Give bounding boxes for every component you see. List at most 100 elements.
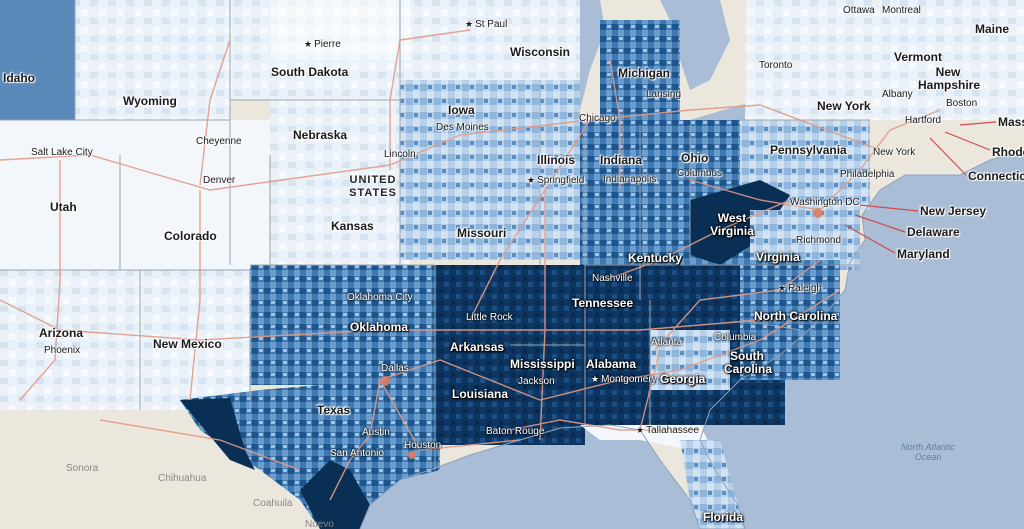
city-indianapolis: Indianapolis [603,174,657,185]
mexico-state-coahuila: Coahuila [253,498,293,509]
state-label-pennsylvania: Pennsylvania [770,143,847,157]
state-label-iowa: Iowa [448,103,475,117]
city-des-moines: Des Moines [436,122,489,133]
state-label-new-hampshire: New Hampshire [918,65,981,92]
callout-maryland: Maryland [897,247,950,261]
city-tallahassee: ★ Tallahassee [636,425,699,436]
city-st-paul: ★ St Paul [465,19,508,30]
state-label-arizona: Arizona [39,326,84,340]
region-oklahoma [250,265,435,385]
state-label-wisconsin: Wisconsin [510,45,570,59]
region-south-texas [300,460,370,529]
state-label-virginia: Virginia [756,250,800,264]
city-salt-lake-city: Salt Lake City [31,147,93,158]
state-label-alabama: Alabama [586,357,637,371]
state-label-georgia: Georgia [660,372,706,386]
region-north-dakota [270,0,410,60]
city-lansing: Lansing [646,89,682,100]
mexico-state-chihuahua: Chihuahua [158,473,207,484]
state-label-kentucky: Kentucky [628,251,683,265]
region-arkansas-louisiana [435,265,585,445]
state-label-north-carolina: North Carolina [754,309,838,323]
city-new-york: New York [873,147,916,158]
ocean-label: North Atlantic Ocean [901,442,955,462]
state-label-indiana: Indiana [600,153,643,167]
region-utah-colorado [0,120,270,270]
city-springfield: ★ Springfield [527,175,585,186]
city-lincoln: Lincoln [384,149,416,160]
state-label-new-mexico: New Mexico [153,337,222,351]
region-minnesota-wisconsin [400,0,580,80]
country-label: UNITED STATES [349,174,397,199]
state-label-arkansas: Arkansas [450,340,505,354]
state-label-nebraska: Nebraska [293,128,348,142]
washington-metro [813,208,823,218]
region-west-texas [180,398,255,470]
region-florida [680,440,745,529]
dallas-metro [380,376,390,386]
city-hartford: Hartford [905,115,942,126]
city-philadelphia: Philadelphia [840,169,895,180]
state-label-west-virginia: West Virginia [710,211,754,238]
city-toronto: Toronto [759,60,793,71]
state-label-vermont: Vermont [894,50,943,64]
state-label-mississippi: Mississippi [510,357,575,371]
city-richmond: Richmond [796,235,842,246]
state-label-colorado: Colorado [164,229,217,243]
city-cheyenne: Cheyenne [196,136,242,147]
gulf-coastline [359,424,745,529]
city-dallas: Dallas [381,363,409,374]
state-label-oklahoma: Oklahoma [350,320,409,334]
city-ottawa: Ottawa [843,5,875,16]
region-michigan [600,20,680,120]
city-montreal: Montreal [882,5,921,16]
city-denver: Denver [203,175,236,186]
city-montgomery: ★ Montgomery [591,374,657,385]
atlantic-coastline [699,149,1024,529]
state-label-michigan: Michigan [618,66,671,80]
state-label-new-york: New York [817,99,871,113]
callout-connecticut: Connectic [968,169,1024,183]
capital-star-icon: ★ [304,39,313,49]
state-label-illinois: Illinois [537,153,576,167]
state-label-missouri: Missouri [457,226,507,240]
city-oklahoma-city: Oklahoma City [347,292,413,303]
city-chicago: Chicago [579,113,616,124]
region-idaho [0,0,75,120]
capital-star-icon: ★ [591,374,600,384]
city-boston: Boston [946,98,978,109]
state-label-ohio: Ohio [681,151,709,165]
city-baton-rouge: Baton Rouge [486,426,545,437]
state-label-idaho: Idaho [3,71,35,85]
mexico-state-sonora: Sonora [66,463,99,474]
state-label-wyoming: Wyoming [123,94,177,108]
region-plains [270,100,410,270]
state-label-maine: Maine [975,22,1010,36]
callout-massachusetts: Mass [998,115,1024,129]
city-columbus: Columbus [677,168,723,179]
state-label-south-carolina: South Carolina [724,349,773,376]
region-illinois [540,80,580,260]
capital-star-icon: ★ [465,19,474,29]
city-houston: Houston [404,440,442,451]
region-northeast [745,0,1024,120]
state-label-south-dakota: South Dakota [271,65,349,79]
state-label-florida: Florida [703,510,744,524]
city-nashville: Nashville [592,273,633,284]
region-iowa-missouri [400,80,540,260]
road-network [0,29,941,501]
state-label-utah: Utah [50,200,77,214]
callout-lines [844,121,997,254]
city-raleigh: ★ Raleigh [778,283,822,294]
callout-delaware: Delaware [907,225,960,239]
region-texas [180,380,440,529]
city-austin: Austin [362,427,390,438]
state-label-louisiana: Louisiana [452,387,509,401]
capital-star-icon: ★ [636,425,645,435]
city-phoenix: Phoenix [44,345,81,356]
state-label-texas: Texas [317,403,351,417]
city-pierre: ★ Pierre [304,39,341,50]
houston-metro [408,451,416,459]
